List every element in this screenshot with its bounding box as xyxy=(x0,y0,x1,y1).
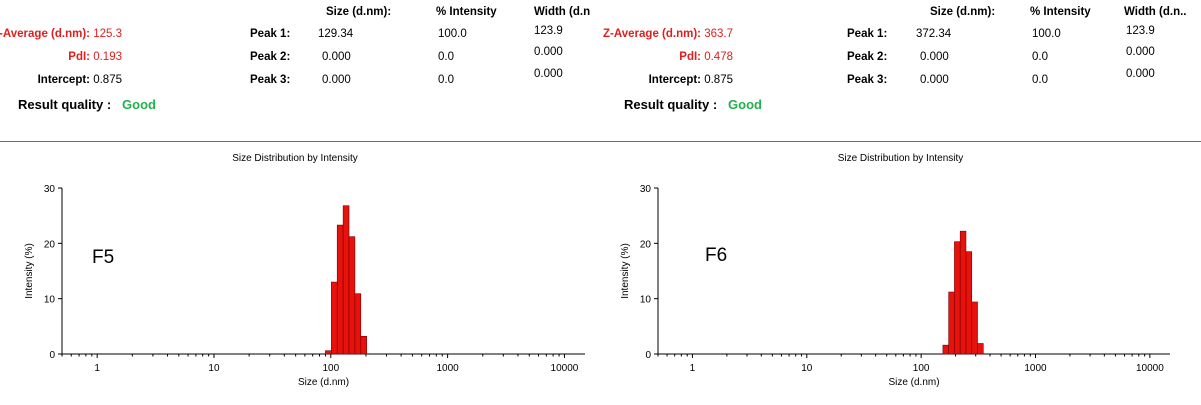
peak-2-intensity: 0.0 xyxy=(438,51,454,63)
col-intensity-header: % Intensity xyxy=(436,6,497,18)
peak-1-label: Peak 1: xyxy=(250,28,291,40)
col-intensity-header: % Intensity xyxy=(1030,6,1091,18)
histogram-bar xyxy=(971,301,978,355)
x-tick-label: 1 xyxy=(94,363,100,374)
x-tick-label: 1 xyxy=(690,363,696,374)
peak-2-width: 0.000 xyxy=(534,46,563,58)
sample-label-f5: F5 xyxy=(92,247,115,268)
result-quality: Result quality : Good xyxy=(624,97,762,112)
histogram-bar xyxy=(948,291,955,355)
x-axis-label: Size (d.nm) xyxy=(888,377,939,388)
peak-2-label: Peak 2: xyxy=(250,51,291,63)
x-tick-label: 10000 xyxy=(1136,363,1164,374)
histogram-bar xyxy=(360,335,367,355)
peak-1-label: Peak 1: xyxy=(847,28,888,40)
peak-2-width: 0.000 xyxy=(1126,46,1155,58)
peak-3-intensity: 0.0 xyxy=(438,74,454,86)
y-tick-label: 20 xyxy=(44,239,56,250)
y-tick-label: 0 xyxy=(645,350,651,361)
y-tick-label: 20 xyxy=(640,239,652,250)
peak-1-width: 123.9 xyxy=(1126,25,1155,37)
chart-title: Size Distribution by Intensity xyxy=(837,153,964,164)
histogram-bar xyxy=(342,205,350,355)
peak-2-label: Peak 2: xyxy=(847,51,888,63)
peak-3-size: 0.000 xyxy=(322,74,351,86)
peak-3-intensity: 0.0 xyxy=(1032,74,1048,86)
pdi-label: PdI: 0.478 xyxy=(679,51,733,63)
x-tick-label: 10 xyxy=(801,363,813,374)
section-divider xyxy=(0,141,600,142)
y-axis-label: Intensity (%) xyxy=(24,243,35,299)
x-tick-label: 10000 xyxy=(551,363,579,374)
result-quality-value: Good xyxy=(122,97,156,112)
peak-3-width: 0.000 xyxy=(1126,68,1155,80)
peak-1-width: 123.9 xyxy=(534,25,563,37)
pdi-label: PdI: 0.193 xyxy=(68,51,122,63)
intercept-label: Intercept: 0.875 xyxy=(648,74,733,86)
peak-3-size: 0.000 xyxy=(920,74,949,86)
result-panel-left: Z-Average (d.nm): 125.3 PdI: 0.193 Inter… xyxy=(0,0,600,405)
peak-1-size: 129.34 xyxy=(318,28,354,40)
col-width-header: Width (d.n.. xyxy=(1124,6,1187,18)
y-tick-label: 30 xyxy=(640,184,652,195)
histogram-bar xyxy=(959,230,967,355)
peak-1-intensity: 100.0 xyxy=(438,28,467,40)
result-panel-right: Z-Average (d.nm): 363.7 PdI: 0.478 Inter… xyxy=(600,0,1201,405)
intercept-label: Intercept: 0.875 xyxy=(37,74,122,86)
y-axis-label: Intensity (%) xyxy=(620,243,631,299)
result-quality-value: Good xyxy=(728,97,762,112)
peak-3-width: 0.000 xyxy=(534,68,563,80)
peak-1-intensity: 100.0 xyxy=(1032,28,1061,40)
histogram-bar xyxy=(942,344,949,355)
x-tick-label: 10 xyxy=(208,363,220,374)
y-tick-label: 30 xyxy=(44,184,56,195)
histogram-bar xyxy=(354,293,362,355)
histogram-bar xyxy=(336,224,344,355)
peak-3-label: Peak 3: xyxy=(250,74,291,86)
histogram-bar xyxy=(348,236,356,355)
y-tick-label: 10 xyxy=(640,295,652,306)
x-tick-label: 1000 xyxy=(436,363,459,374)
histogram-bar xyxy=(954,241,961,355)
col-size-header: Size (d.nm): xyxy=(930,6,996,18)
x-tick-label: 1000 xyxy=(1024,363,1047,374)
z-average-label: Z-Average (d.nm): 125.3 xyxy=(0,28,122,40)
section-divider xyxy=(600,141,1201,142)
peak-2-intensity: 0.0 xyxy=(1032,51,1048,63)
x-tick-label: 100 xyxy=(322,363,339,374)
y-tick-label: 0 xyxy=(49,350,55,361)
col-size-header: Size (d.nm): xyxy=(326,6,392,18)
x-axis-label: Size (d.nm) xyxy=(298,377,349,388)
y-tick-label: 10 xyxy=(44,295,56,306)
peak-2-size: 0.000 xyxy=(920,51,949,63)
size-distribution-chart-f5: 0 10 20 30 1 10 100 1000 10000 Intensity (%) Size … xyxy=(24,184,585,388)
x-tick-label: 100 xyxy=(913,363,930,374)
histogram-bar xyxy=(977,343,984,355)
peak-1-size: 372.34 xyxy=(916,28,952,40)
histogram-bar xyxy=(331,281,338,355)
chart-title: Size Distribution by Intensity xyxy=(232,153,358,164)
col-width-header: Width (d.n xyxy=(534,6,591,18)
size-distribution-chart-f6: 0 10 20 30 1 10 100 1000 10000 Intensity (%) Size … xyxy=(620,184,1170,388)
result-quality: Result quality : Good xyxy=(18,97,156,112)
peak-2-size: 0.000 xyxy=(322,51,351,63)
histogram-bar xyxy=(965,251,973,355)
peak-3-label: Peak 3: xyxy=(847,74,888,86)
sample-label-f6: F6 xyxy=(705,245,728,266)
z-average-label: Z-Average (d.nm): 363.7 xyxy=(603,28,733,40)
histogram-bar xyxy=(325,350,332,355)
